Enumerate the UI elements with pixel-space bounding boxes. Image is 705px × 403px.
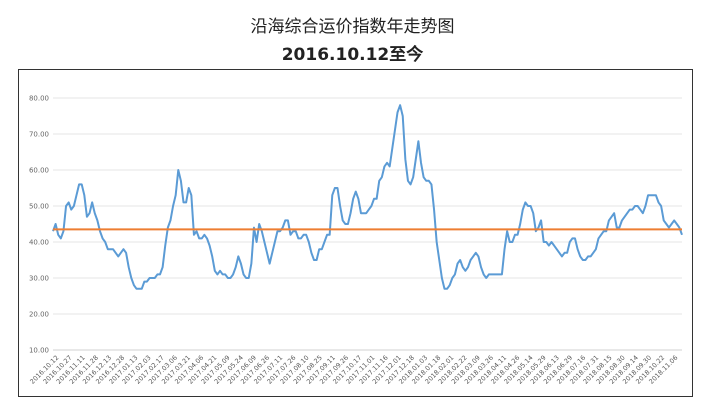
y-tick-label: 60.00 xyxy=(29,167,49,175)
y-tick-label: 80.00 xyxy=(29,95,49,103)
index-line xyxy=(52,104,683,290)
y-tick-label: 50.00 xyxy=(29,203,49,211)
chart-frame: 10.00 20.00 30.00 40.00 50.00 60.00 70.00 80.00… xyxy=(18,69,693,397)
line-chart: 10.00 20.00 30.00 40.00 50.00 60.00 70.00 80.00… xyxy=(28,95,683,386)
x-axis-tick-labels: 2016.10.122016.10.272016.11.112016.11.28… xyxy=(28,354,679,386)
y-tick-label: 40.00 xyxy=(29,239,49,247)
y-tick-label: 70.00 xyxy=(29,131,49,139)
grid-lines xyxy=(53,97,682,351)
y-axis-tick-labels: 10.00 20.00 30.00 40.00 50.00 60.00 70.00 80.00 xyxy=(29,95,49,355)
series-lines xyxy=(52,104,683,290)
chart-subtitle: 2016.10.12至今 xyxy=(281,45,424,65)
y-tick-label: 30.00 xyxy=(29,275,49,283)
chart-title: 沿海综合运价指数年走势图 xyxy=(250,17,455,37)
y-tick-label: 20.00 xyxy=(29,311,49,319)
y-tick-label: 10.00 xyxy=(29,347,49,355)
